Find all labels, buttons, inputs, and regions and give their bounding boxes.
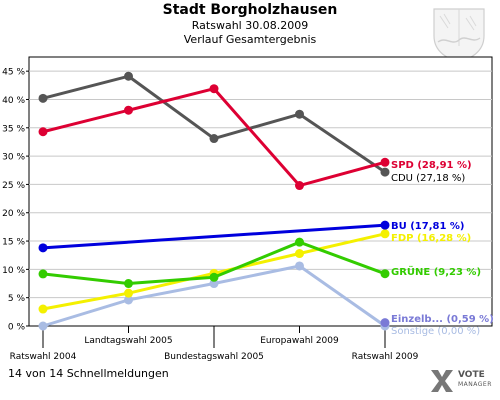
y-tick-label: 30 % (2, 153, 25, 163)
logo-line1: VOTE (458, 370, 485, 380)
data-point (38, 269, 48, 279)
x-tick-label: Europawahl 2009 (260, 336, 339, 346)
data-point (209, 279, 219, 289)
x-tick-label: Landtagswahl 2005 (84, 336, 172, 346)
data-point (295, 237, 304, 247)
data-point (124, 288, 133, 298)
x-tick-label: Ratswahl 2004 (10, 352, 77, 362)
data-point (38, 321, 48, 331)
data-point (380, 229, 390, 239)
series-end-label: BU (17,81 %) (391, 221, 465, 232)
data-point (380, 220, 390, 230)
y-tick-label: 5 % (8, 294, 26, 304)
data-point (124, 295, 133, 305)
series-end-label: FDP (16,28 %) (391, 233, 471, 244)
series-end-label: GRÜNE (9,23 %) (391, 264, 481, 278)
votemanager-logo-icon (431, 370, 453, 392)
chart-subtitle-2: Verlauf Gesamtergebnis (183, 33, 317, 46)
data-point (209, 272, 219, 282)
chart-subtitle: Ratswahl 30.08.2009 (191, 19, 309, 32)
series-line-bu (42, 223, 386, 250)
data-point (295, 109, 304, 119)
x-tick-label: Bundestagswahl 2005 (164, 352, 264, 362)
y-tick-label: 20 % (2, 209, 25, 219)
data-point (124, 71, 133, 81)
y-tick-label: 0 % (8, 323, 26, 333)
y-tick-label: 40 % (2, 96, 25, 106)
data-point (209, 84, 219, 94)
data-point (38, 127, 48, 137)
logo-line2: MANAGER (458, 381, 492, 388)
data-point (295, 261, 304, 271)
y-tick-label: 15 % (2, 238, 25, 248)
data-point (124, 105, 133, 115)
header: Stadt Borgholzhausen Ratswahl 30.08.2009… (0, 2, 500, 47)
series-end-label: SPD (28,91 %) (391, 160, 472, 171)
x-tick-label: Ratswahl 2009 (352, 352, 419, 362)
chart-title: Stadt Borgholzhausen (162, 2, 338, 18)
series-end-label: CDU (27,18 %) (391, 173, 465, 184)
series-end-label: Einzelb... (0,59 %) (391, 314, 494, 325)
data-point (295, 181, 304, 191)
data-point (38, 243, 48, 253)
data-point (124, 279, 133, 289)
y-tick-label: 10 % (2, 266, 25, 276)
plot-area (28, 56, 493, 327)
data-point (380, 269, 390, 279)
series-end-label: Sonstige (0,00 %) (391, 326, 480, 337)
data-point (380, 318, 390, 328)
data-point (380, 167, 390, 177)
y-tick-label: 25 % (2, 181, 25, 191)
y-tick-label: 35 % (2, 124, 25, 134)
data-point (38, 93, 48, 103)
status-text: 14 von 14 Schnellmeldungen (8, 367, 169, 380)
coat-of-arms-icon (433, 8, 485, 63)
votemanager-logo-text: VOTE MANAGER (458, 370, 492, 390)
y-tick-label: 45 % (2, 68, 25, 78)
data-point (209, 134, 219, 144)
data-point (295, 249, 304, 259)
data-point (380, 157, 390, 167)
data-point (38, 304, 48, 314)
